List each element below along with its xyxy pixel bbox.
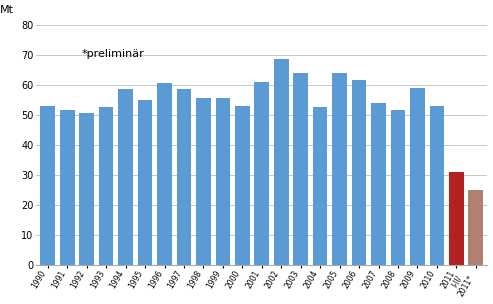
Bar: [352, 80, 366, 265]
Bar: [468, 190, 483, 265]
Bar: [371, 103, 386, 265]
Bar: [99, 107, 113, 265]
Bar: [215, 98, 230, 265]
Bar: [235, 106, 249, 265]
Bar: [313, 107, 327, 265]
Bar: [429, 106, 444, 265]
Bar: [138, 100, 152, 265]
Bar: [254, 82, 269, 265]
Bar: [157, 83, 172, 265]
Bar: [60, 110, 74, 265]
Bar: [274, 59, 288, 265]
Bar: [410, 88, 424, 265]
Bar: [390, 110, 405, 265]
Bar: [118, 89, 133, 265]
Text: Mt: Mt: [0, 5, 14, 15]
Bar: [196, 98, 211, 265]
Bar: [293, 73, 308, 265]
Bar: [79, 113, 94, 265]
Bar: [40, 106, 55, 265]
Bar: [449, 172, 463, 265]
Bar: [176, 89, 191, 265]
Bar: [332, 73, 347, 265]
Text: *preliminär: *preliminär: [81, 49, 144, 59]
